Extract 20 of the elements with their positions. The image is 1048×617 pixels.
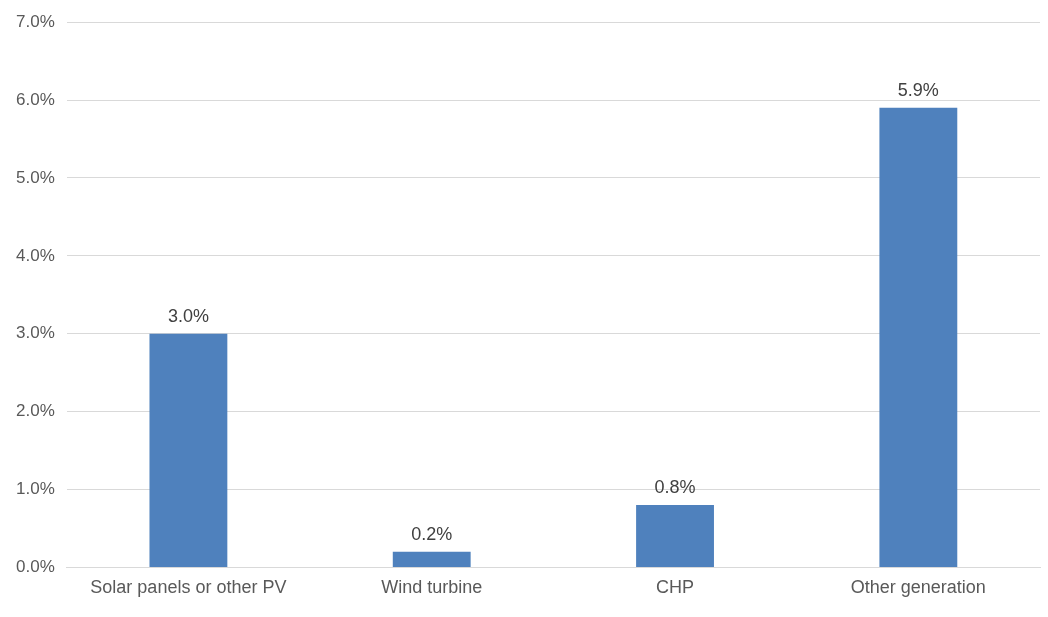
y-tick-label: 6.0% [16, 89, 55, 109]
x-tick-label: Solar panels or other PV [90, 577, 287, 598]
y-tick-label: 2.0% [16, 401, 55, 421]
data-label: 0.8% [654, 477, 696, 498]
data-label: 0.2% [411, 523, 453, 544]
x-tick-label: Wind turbine [381, 577, 483, 598]
y-tick-label: 0.0% [16, 557, 55, 577]
y-tick-label: 5.0% [16, 167, 55, 187]
data-label: 3.0% [167, 305, 209, 326]
y-tick-label: 1.0% [16, 479, 55, 499]
y-tick-label: 7.0% [16, 11, 55, 31]
bar [879, 107, 958, 567]
data-label: 5.9% [897, 79, 939, 100]
x-tick-label: CHP [656, 577, 695, 598]
y-tick-label: 4.0% [16, 245, 55, 265]
y-tick-label: 3.0% [16, 323, 55, 343]
bar [392, 551, 471, 567]
bar [636, 505, 714, 567]
bar [149, 333, 228, 567]
x-tick-label: Other generation [850, 577, 986, 598]
